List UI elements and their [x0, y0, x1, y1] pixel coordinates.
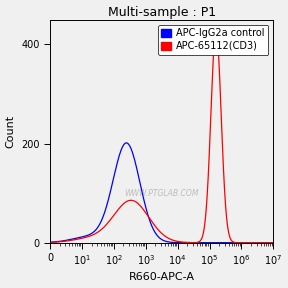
Title: Multi-sample : P1: Multi-sample : P1: [108, 5, 216, 18]
Y-axis label: Count: Count: [5, 115, 16, 148]
X-axis label: R660-APC-A: R660-APC-A: [129, 272, 195, 283]
Legend: APC-IgG2a control, APC-65112(CD3): APC-IgG2a control, APC-65112(CD3): [158, 24, 268, 55]
Text: WWW.PTGLAB.COM: WWW.PTGLAB.COM: [124, 189, 199, 198]
